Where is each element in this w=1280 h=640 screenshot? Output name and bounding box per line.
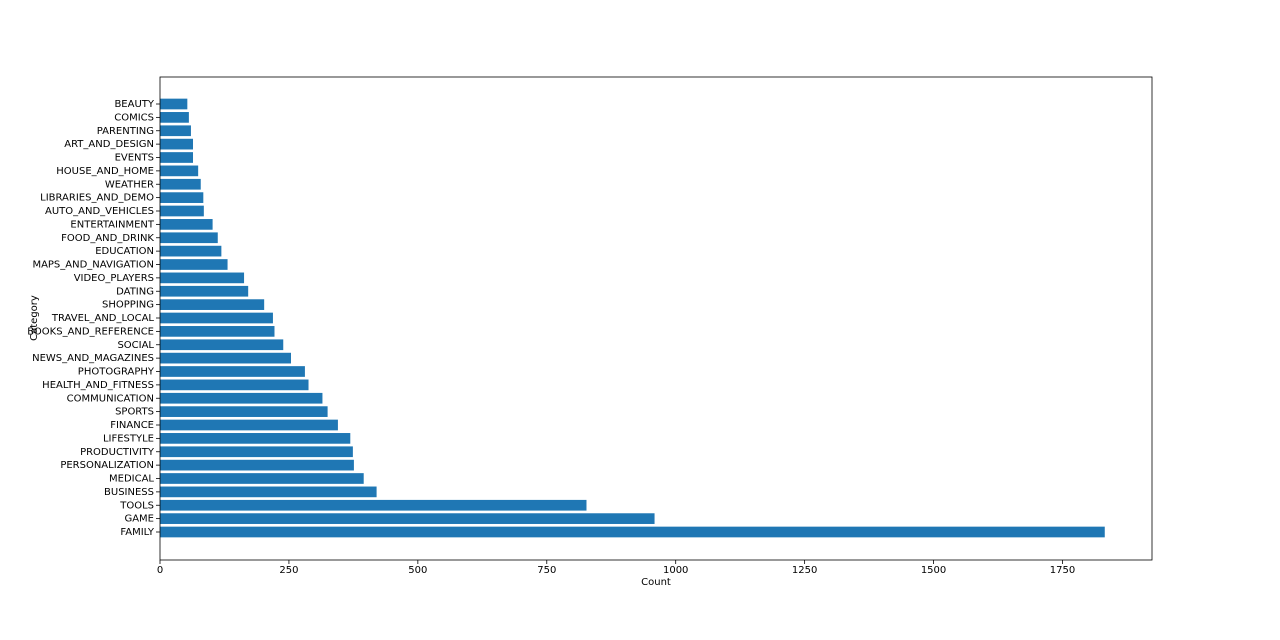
- bar: [160, 513, 655, 524]
- y-tick-label: TRAVEL_AND_LOCAL: [51, 313, 155, 324]
- x-tick-label: 1000: [663, 565, 688, 576]
- bar: [160, 138, 194, 150]
- y-tick-label: BOOKS_AND_REFERENCE: [27, 326, 154, 337]
- y-tick-label: HEALTH_AND_FITNESS: [42, 380, 154, 391]
- x-tick-label: 500: [408, 565, 427, 576]
- y-tick-label: GAME: [124, 514, 154, 525]
- y-tick-label: PARENTING: [97, 126, 154, 137]
- y-axis-label: Category: [29, 295, 40, 341]
- x-tick-label: 1750: [1050, 565, 1075, 576]
- bar: [160, 299, 265, 310]
- bar: [160, 178, 201, 190]
- bar: [160, 486, 377, 498]
- y-tick-label: ENTERTAINMENT: [70, 219, 154, 230]
- y-tick-label: COMMUNICATION: [67, 393, 154, 404]
- y-tick-label: BUSINESS: [104, 487, 154, 498]
- y-tick-label: COMICS: [114, 112, 154, 123]
- y-tick-label: TOOLS: [119, 500, 154, 511]
- y-tick-label: LIBRARIES_AND_DEMO: [40, 193, 154, 204]
- bar: [160, 526, 1105, 538]
- y-tick-label: NEWS_AND_MAGAZINES: [32, 353, 154, 364]
- bar: [160, 312, 273, 324]
- bar: [160, 419, 338, 431]
- y-tick-label: HOUSE_AND_HOME: [56, 166, 154, 177]
- y-tick-label: FOOD_AND_DRINK: [61, 233, 154, 244]
- bar: [160, 392, 323, 404]
- bar: [160, 326, 275, 337]
- bar: [160, 285, 249, 297]
- bar: [160, 446, 353, 458]
- y-tick-label: AUTO_AND_VEHICLES: [45, 206, 154, 217]
- y-tick-label: FINANCE: [110, 420, 154, 431]
- bar: [160, 352, 291, 364]
- bar: [160, 165, 199, 177]
- y-tick-label: SHOPPING: [102, 300, 154, 311]
- y-tick-label: FAMILY: [120, 527, 154, 538]
- y-tick-label: EDUCATION: [95, 246, 154, 257]
- bar: [160, 459, 354, 471]
- y-tick-label: LIFESTYLE: [103, 433, 154, 444]
- x-tick-label: 1500: [921, 565, 946, 576]
- x-tick-label: 0: [157, 565, 163, 576]
- bar: [160, 379, 309, 391]
- y-tick-label: SOCIAL: [117, 340, 154, 351]
- bar: [160, 433, 351, 444]
- y-tick-label: PHOTOGRAPHY: [78, 367, 155, 378]
- x-tick-label: 750: [537, 565, 556, 576]
- bar: [160, 339, 284, 351]
- y-tick-label: DATING: [116, 286, 154, 297]
- x-axis-label: Count: [641, 577, 671, 588]
- plot-frame: [159, 76, 1153, 561]
- y-tick-label: ART_AND_DESIGN: [64, 139, 154, 150]
- bar: [160, 232, 218, 244]
- y-tick-label: WEATHER: [105, 179, 154, 190]
- bar: [160, 259, 228, 270]
- bar: [160, 98, 188, 110]
- bar: [160, 205, 204, 217]
- y-tick-label: PERSONALIZATION: [60, 460, 154, 471]
- y-tick-label: EVENTS: [115, 153, 154, 164]
- bar: [160, 366, 305, 377]
- bar: [160, 272, 245, 284]
- y-tick-label: VIDEO_PLAYERS: [74, 273, 154, 284]
- bar: [160, 152, 194, 163]
- y-tick-label: PRODUCTIVITY: [80, 447, 155, 458]
- bar: [160, 245, 222, 257]
- bar: [160, 125, 191, 137]
- bar: [160, 112, 189, 123]
- y-tick-label: MAPS_AND_NAVIGATION: [32, 260, 154, 271]
- x-tick-label: 1250: [792, 565, 817, 576]
- y-tick-label: SPORTS: [115, 407, 154, 418]
- bar: [160, 192, 204, 203]
- y-tick-label: BEAUTY: [114, 99, 154, 110]
- bar: [160, 406, 328, 417]
- y-tick-label: MEDICAL: [109, 474, 154, 485]
- x-tick-label: 250: [279, 565, 298, 576]
- bar: [160, 499, 587, 511]
- bar: [160, 219, 213, 230]
- bar: [160, 473, 364, 484]
